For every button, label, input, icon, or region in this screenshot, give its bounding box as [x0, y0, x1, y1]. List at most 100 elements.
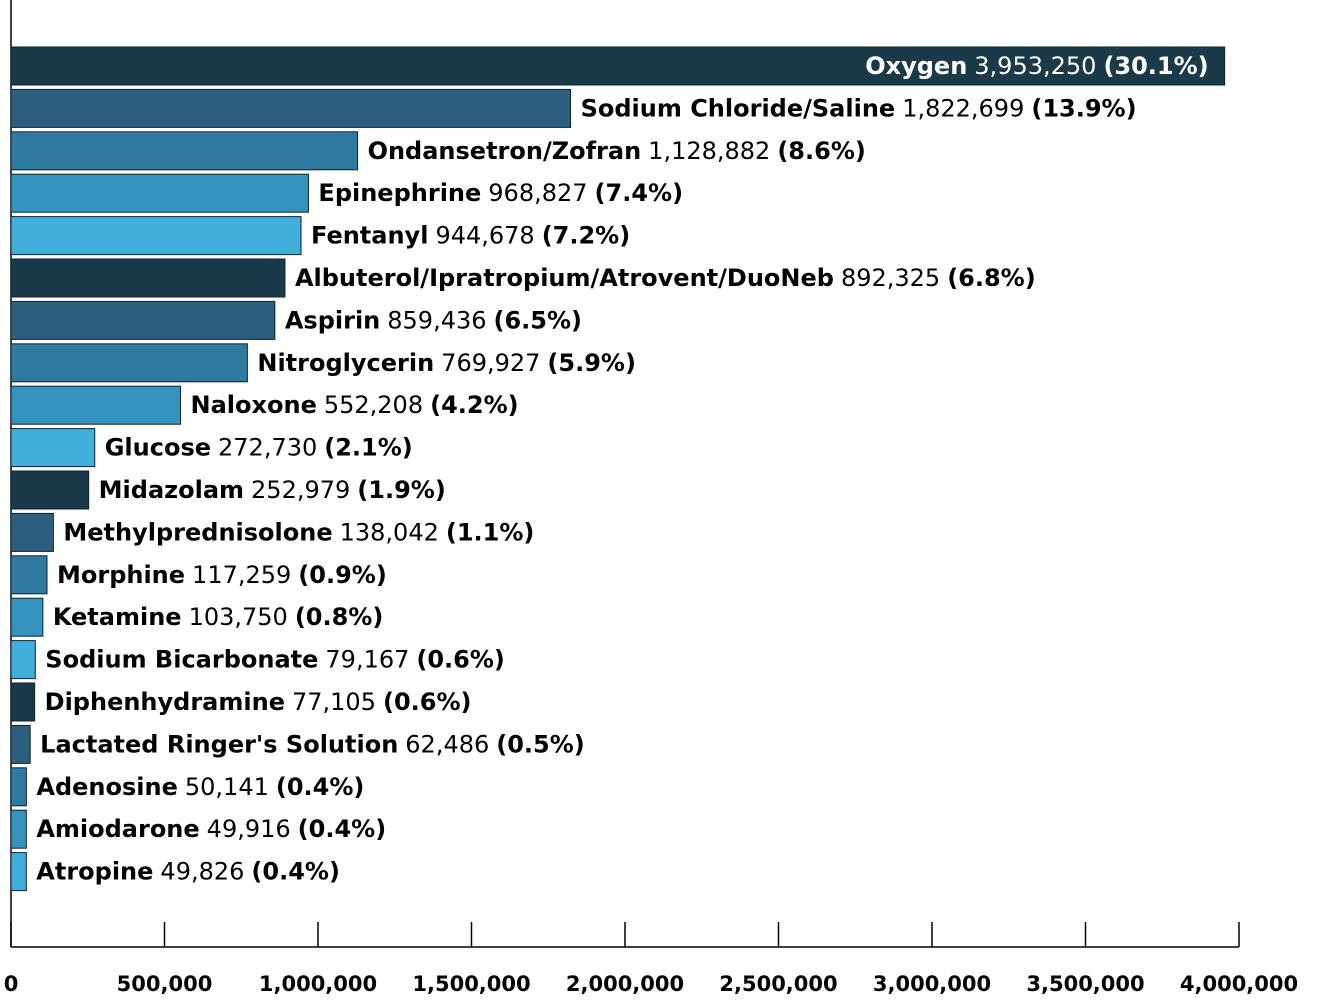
share-label: (13.9%)	[1031, 94, 1136, 122]
bar	[10, 216, 302, 256]
bar	[10, 724, 31, 764]
share-label: (8.6%)	[777, 137, 866, 165]
bar	[10, 640, 36, 680]
share-label: (4.2%)	[430, 391, 518, 419]
bar-label: Fentanyl 944,678 (7.2%)	[311, 222, 630, 250]
bar	[10, 46, 1226, 86]
bar-label: Glucose 272,730 (2.1%)	[105, 434, 413, 462]
value-label: 1,128,882	[648, 137, 770, 165]
value-label: 138,042	[340, 518, 439, 546]
share-label: (6.5%)	[494, 306, 583, 334]
category-label: Adenosine	[36, 773, 177, 801]
share-label: (6.8%)	[947, 264, 1036, 292]
bar	[10, 258, 286, 298]
bar	[10, 852, 27, 892]
bar	[10, 131, 359, 171]
bar	[10, 88, 572, 128]
category-label: Nitroglycerin	[257, 349, 434, 377]
category-label: Naloxone	[191, 391, 317, 419]
bar-label: Epinephrine 968,827 (7.4%)	[318, 179, 683, 207]
bar-label: Oxygen 3,953,250 (30.1%)	[865, 52, 1208, 80]
category-label: Lactated Ringer's Solution	[40, 730, 398, 758]
value-label: 49,826	[160, 858, 244, 886]
x-tick-label: 3,500,000	[1026, 972, 1144, 996]
bar	[10, 512, 54, 552]
value-label: 117,259	[192, 561, 291, 589]
value-label: 1,822,699	[902, 94, 1024, 122]
category-label: Atropine	[36, 858, 153, 886]
category-label: Epinephrine	[318, 179, 481, 207]
bar	[10, 470, 90, 510]
bar-label: Naloxone 552,208 (4.2%)	[191, 391, 519, 419]
category-label: Sodium Bicarbonate	[45, 646, 318, 674]
category-label: Ondansetron/Zofran	[368, 137, 642, 165]
value-label: 62,486	[405, 730, 489, 758]
category-label: Morphine	[57, 561, 185, 589]
value-label: 859,436	[387, 306, 486, 334]
share-label: (0.6%)	[416, 646, 505, 674]
bar-label: Diphenhydramine 77,105 (0.6%)	[45, 688, 472, 716]
category-label: Albuterol/Ipratropium/Atrovent/DuoNeb	[295, 264, 834, 292]
category-label: Methylprednisolone	[63, 518, 332, 546]
value-label: 272,730	[218, 434, 317, 462]
share-label: (0.4%)	[298, 815, 387, 843]
bar-label: Aspirin 859,436 (6.5%)	[285, 306, 582, 334]
share-label: (0.8%)	[295, 603, 384, 631]
value-label: 3,953,250	[974, 52, 1096, 80]
bar-label: Ondansetron/Zofran 1,128,882 (8.6%)	[368, 137, 866, 165]
bar-label: Amiodarone 49,916 (0.4%)	[36, 815, 386, 843]
x-tick-label: 1,000,000	[259, 972, 377, 996]
category-label: Diphenhydramine	[45, 688, 285, 716]
x-tick-label: 500,000	[117, 972, 213, 996]
value-label: 552,208	[324, 391, 423, 419]
x-tick-label: 2,500,000	[719, 972, 837, 996]
category-label: Aspirin	[285, 306, 380, 334]
bar-label: Nitroglycerin 769,927 (5.9%)	[257, 349, 636, 377]
share-label: (0.9%)	[298, 561, 387, 589]
category-label: Fentanyl	[311, 222, 428, 250]
value-label: 49,916	[207, 815, 291, 843]
category-label: Glucose	[105, 434, 211, 462]
x-tick-label: 0	[4, 972, 19, 996]
value-label: 103,750	[189, 603, 288, 631]
bar-label: Ketamine 103,750 (0.8%)	[53, 603, 383, 631]
bar	[10, 597, 44, 637]
value-label: 77,105	[292, 688, 376, 716]
bar-label: Lactated Ringer's Solution 62,486 (0.5%)	[40, 730, 585, 758]
x-tick-label: 4,000,000	[1180, 972, 1298, 996]
share-label: (1.1%)	[446, 518, 535, 546]
bar	[10, 173, 309, 213]
category-label: Oxygen	[865, 52, 967, 80]
share-label: (7.2%)	[542, 222, 631, 250]
bar-label: Methylprednisolone 138,042 (1.1%)	[63, 518, 534, 546]
share-label: (30.1%)	[1103, 52, 1208, 80]
bar	[10, 809, 27, 849]
x-tick-label: 2,000,000	[566, 972, 684, 996]
value-label: 769,927	[441, 349, 540, 377]
value-label: 50,141	[185, 773, 269, 801]
bar-label: Sodium Chloride/Saline 1,822,699 (13.9%)	[581, 94, 1137, 122]
bar	[10, 682, 36, 722]
value-label: 252,979	[251, 476, 350, 504]
share-label: (2.1%)	[324, 434, 413, 462]
bar-label: Midazolam 252,979 (1.9%)	[99, 476, 446, 504]
bar-label: Atropine 49,826 (0.4%)	[36, 858, 340, 886]
category-label: Amiodarone	[36, 815, 199, 843]
share-label: (0.4%)	[276, 773, 365, 801]
value-label: 968,827	[488, 179, 587, 207]
bar-label: Adenosine 50,141 (0.4%)	[36, 773, 364, 801]
share-label: (0.5%)	[496, 730, 585, 758]
value-label: 892,325	[841, 264, 940, 292]
bar-label: Sodium Bicarbonate 79,167 (0.6%)	[45, 646, 505, 674]
value-label: 79,167	[325, 646, 409, 674]
x-tick-label: 3,000,000	[873, 972, 991, 996]
value-label: 944,678	[435, 222, 534, 250]
share-label: (5.9%)	[547, 349, 636, 377]
x-tick-label: 1,500,000	[412, 972, 530, 996]
bar-label: Albuterol/Ipratropium/Atrovent/DuoNeb 892…	[295, 264, 1036, 292]
share-label: (1.9%)	[357, 476, 446, 504]
bar	[10, 555, 48, 595]
bar	[10, 385, 182, 425]
bar	[10, 300, 276, 340]
